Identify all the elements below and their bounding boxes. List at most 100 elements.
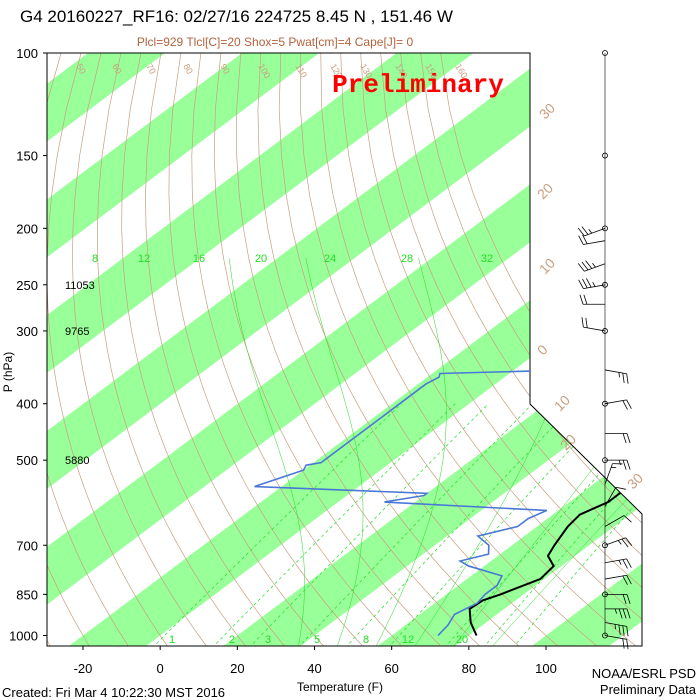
- y-tick-label: 850: [16, 587, 38, 602]
- wind-barb-flag: [578, 279, 584, 289]
- wind-barb-staff: [604, 369, 627, 375]
- wind-barb-flag: [622, 625, 625, 636]
- isotherm-band: [47, 53, 395, 646]
- mixing-ratio-bottom-label: 5: [314, 634, 320, 646]
- wind-barb-flag: [618, 624, 621, 635]
- agency-footer: NOAA/ESRL PSD: [592, 666, 696, 681]
- dry-adiabat-line: [340, 53, 642, 646]
- wind-barb-flag: [626, 373, 629, 384]
- wind-barb: [605, 433, 631, 444]
- series-group: [254, 215, 642, 637]
- mixing-ratio-label: 24: [324, 253, 336, 265]
- mixing-ratio-label: 20: [255, 253, 267, 265]
- dry-adiabat-line: [213, 53, 443, 646]
- mixing-ratio-line: [345, 403, 576, 646]
- dry-adiabat-line: [440, 53, 642, 646]
- y-tick-label: 150: [16, 149, 38, 164]
- wind-barb: [604, 622, 629, 637]
- wind-barb: [578, 234, 606, 245]
- wind-barb-staff: [604, 515, 625, 527]
- wind-barb-flag: [585, 317, 588, 328]
- x-tick-label: 0: [157, 661, 164, 676]
- moist-adiabat-line: [228, 258, 305, 646]
- wind-level-marker: [602, 281, 608, 288]
- dry-adiabat-line: [300, 53, 600, 646]
- wind-barb: [605, 459, 631, 470]
- x-tick-label: -20: [74, 661, 93, 676]
- dry-adiabat-line: [47, 53, 52, 646]
- wind-barb-flag: [585, 260, 593, 269]
- wind-barb: [581, 317, 606, 332]
- wind-barb-flag: [621, 538, 629, 548]
- y-tick-label: 250: [16, 278, 38, 293]
- wind-barb: [605, 593, 631, 605]
- moist-adiabat-line: [490, 257, 642, 646]
- wind-barb-flag: [622, 608, 627, 619]
- wind-barb: [604, 635, 629, 650]
- wind-barb-flag: [614, 624, 617, 630]
- mixing-ratio-line: [152, 403, 402, 646]
- edge-temperature-label: 10: [551, 392, 573, 414]
- wind-barb: [578, 278, 606, 290]
- dry-adiabat-line: [0, 53, 12, 648]
- wind-barb-flag: [623, 515, 632, 523]
- dry-adiabat-line: [96, 53, 248, 646]
- wind-barb-flag: [581, 261, 589, 271]
- wind-barb-flag: [588, 228, 593, 234]
- wind-barb: [604, 463, 623, 485]
- wind-barb: [577, 226, 606, 237]
- wind-barb: [604, 369, 629, 384]
- dry-adiabat-line: [360, 53, 642, 646]
- wind-level-marker: [602, 152, 608, 159]
- wind-barb-flag: [622, 372, 625, 384]
- plot-frame: [46, 52, 643, 647]
- isotherm-band: [375, 53, 642, 646]
- mixing-ratio-line: [297, 403, 533, 646]
- height-label: 11053: [65, 280, 95, 292]
- y-tick-label: 700: [16, 538, 38, 553]
- x-tick-label: 80: [462, 661, 476, 676]
- wind-barb-flag: [581, 226, 589, 235]
- wind-barb-staff: [604, 537, 626, 546]
- mixing-ratio-bottom-label: 1: [169, 634, 175, 646]
- wind-barb-flag: [622, 594, 627, 605]
- dry-adiabat-line: [420, 53, 642, 646]
- dry-adiabat-label: 90: [218, 62, 232, 76]
- mixing-ratio-bottom-label: 12: [402, 634, 414, 646]
- wind-barb-staff: [584, 227, 606, 237]
- wind-barb-flag: [578, 235, 584, 245]
- wind-barb-flag: [626, 575, 632, 585]
- chart-subtitle: Plcl=929 Tlcl[C]=20 Shox=5 Pwat[cm]=4 Ca…: [137, 35, 414, 49]
- x-axis-label: Temperature (F): [297, 680, 383, 694]
- y-tick-label: 200: [16, 221, 38, 236]
- dry-adiabat-line: [145, 53, 326, 646]
- wind-barb: [604, 486, 626, 507]
- moist-adiabat-line: [305, 258, 364, 646]
- wind-barb-flag: [625, 537, 633, 546]
- isotherm-band: [220, 53, 642, 646]
- dry-adiabat-line: [380, 53, 642, 646]
- x-tick-label: 60: [384, 661, 398, 676]
- wind-barb-flag: [626, 626, 629, 637]
- wind-barb-flag: [626, 558, 632, 568]
- mixing-ratio-label: 8: [92, 253, 98, 265]
- height-label: 5880: [65, 455, 89, 467]
- wind-barb-flag: [626, 460, 631, 470]
- isotherm-band: [47, 53, 642, 646]
- dry-adiabat-label: 110: [293, 62, 309, 79]
- dry-adiabat-label: 70: [144, 62, 158, 76]
- wind-barb-flag: [586, 278, 592, 288]
- wind-barb-flag: [581, 317, 584, 328]
- wind-barb: [579, 294, 605, 305]
- temperature-profile-line: [468, 215, 642, 636]
- mixing-ratio-line: [512, 403, 642, 646]
- wind-barb-flag: [626, 608, 631, 619]
- dry-adiabat-label: 80: [181, 62, 195, 76]
- wind-barb-flag: [577, 227, 585, 237]
- wind-barb: [604, 537, 633, 548]
- wind-barb-staff: [604, 487, 617, 507]
- dry-adiabat-line: [121, 53, 287, 646]
- mixing-ratio-bottom-label: 20: [456, 634, 468, 646]
- moist-adiabat-line: [452, 257, 642, 646]
- wind-barb: [604, 515, 632, 527]
